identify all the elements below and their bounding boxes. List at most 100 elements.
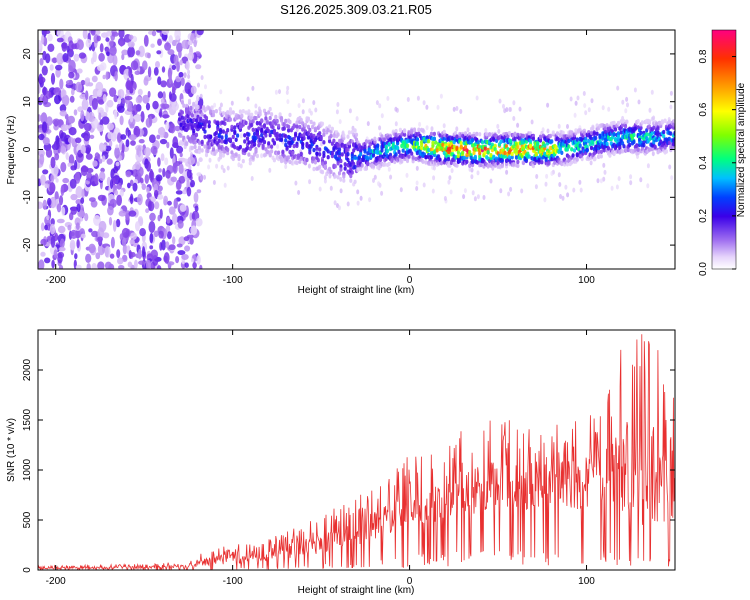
spectrogram-cell bbox=[584, 136, 588, 141]
spectrogram-cell bbox=[44, 224, 48, 231]
spectrogram-cell bbox=[165, 225, 171, 234]
spectrogram-cell bbox=[566, 124, 569, 129]
spectrogram-cell bbox=[394, 106, 398, 112]
spectrogram-cell bbox=[211, 147, 216, 153]
chart-title: S126.2025.309.03.21.R05 bbox=[280, 2, 432, 17]
spectrogram-cell bbox=[171, 39, 177, 47]
spectrogram-cell bbox=[58, 264, 64, 269]
spectrogram-cell bbox=[127, 261, 133, 268]
spectrogram-cell bbox=[97, 194, 106, 202]
spectrogram-cell bbox=[137, 193, 143, 206]
snr-y-tick-label: 1000 bbox=[22, 458, 33, 481]
spectrogram-cell bbox=[80, 233, 86, 239]
spectrogram-cell bbox=[250, 112, 254, 118]
spectrogram-cell bbox=[173, 162, 178, 169]
spectrogram-cell bbox=[516, 159, 520, 165]
spectrogram-cell bbox=[208, 157, 212, 163]
spectrogram-cell bbox=[258, 111, 262, 117]
spectrogram-cell bbox=[50, 72, 56, 85]
spectrogram-cell bbox=[233, 125, 237, 130]
spectrogram-cell bbox=[274, 89, 278, 95]
spectrogram-cell bbox=[299, 156, 303, 161]
spectrogram-cell bbox=[149, 232, 154, 244]
spectrogram-cell bbox=[130, 140, 136, 146]
spectrogram-cell bbox=[230, 124, 234, 130]
spectrogram-cell bbox=[198, 157, 203, 163]
spectrogram-cell bbox=[211, 112, 216, 118]
spectrogram-cell bbox=[348, 108, 352, 114]
spectrogram-cell bbox=[386, 96, 390, 101]
spectrogram-cell bbox=[76, 39, 84, 51]
spectrogram-cell bbox=[166, 141, 170, 149]
spectrogram-cell bbox=[44, 257, 51, 264]
spectrogram-cell bbox=[326, 127, 330, 133]
snr-y-tick-label: 1500 bbox=[22, 408, 33, 431]
spectrogram-cell bbox=[473, 196, 477, 202]
spectrogram-cell bbox=[589, 160, 593, 166]
spectrogram-cell bbox=[466, 127, 470, 133]
spectrogram-cell bbox=[62, 53, 69, 62]
spectrogram-cell bbox=[415, 186, 419, 191]
spectrogram-cell bbox=[204, 84, 207, 90]
spectrogram-cell bbox=[209, 134, 213, 140]
spectrogram-cell bbox=[254, 116, 258, 121]
spectrogram-cell bbox=[143, 77, 149, 86]
spectrogram-cell bbox=[559, 194, 562, 199]
spectrogram-cell bbox=[667, 119, 671, 124]
spectrogram-cell bbox=[333, 174, 337, 179]
spectrogram-cell bbox=[626, 147, 630, 153]
spectrogram-cells bbox=[38, 30, 675, 269]
spectrogram-cell bbox=[68, 59, 76, 72]
spectrogram-cell bbox=[478, 154, 482, 159]
spectrogram-cell bbox=[312, 147, 316, 153]
spectrogram-cell bbox=[337, 147, 342, 152]
spectrogram-cell bbox=[421, 128, 425, 133]
spectrogram-cell bbox=[112, 219, 117, 232]
spectrogram-cell bbox=[196, 104, 200, 110]
spectrogram-cell bbox=[607, 106, 611, 112]
spectrogram-cell bbox=[42, 50, 47, 61]
spectrogram-cell bbox=[171, 64, 177, 71]
spectrogram-cell bbox=[268, 115, 272, 121]
spectrogram-cell bbox=[254, 110, 258, 115]
spectrogram-cell bbox=[85, 153, 93, 160]
spectrogram-cell bbox=[50, 173, 55, 183]
spectrogram-cell bbox=[102, 94, 107, 103]
spectrogram-cell bbox=[503, 150, 507, 156]
spectrogram-cell bbox=[509, 139, 513, 144]
spectrogram-cell bbox=[161, 239, 166, 251]
spectrogram-cell bbox=[244, 120, 248, 126]
spectrogram-cell bbox=[642, 139, 646, 145]
spectrogram-cell bbox=[322, 153, 326, 158]
spectrogram-cell bbox=[343, 166, 347, 171]
spectrogram-cell bbox=[86, 263, 91, 269]
spectrogram-cell bbox=[55, 178, 59, 183]
spectrogram-cell bbox=[496, 123, 500, 129]
spectrogram-cell bbox=[357, 155, 361, 160]
spectrogram-cell bbox=[534, 152, 538, 157]
spectrogram-cell bbox=[49, 64, 54, 71]
spectrogram-cell bbox=[116, 182, 122, 190]
spectrogram-cell bbox=[322, 132, 326, 137]
spectrogram-cell bbox=[125, 80, 133, 91]
spectrogram-cell bbox=[267, 110, 271, 115]
snr-x-tick-label: 0 bbox=[407, 576, 413, 587]
spectrogram-cell bbox=[240, 113, 244, 118]
spectrogram-cell bbox=[575, 137, 579, 142]
spectrogram-cell bbox=[93, 215, 101, 226]
spectrogram-cell bbox=[509, 186, 513, 192]
spectrogram-cell bbox=[576, 95, 580, 101]
spectrogram-cell bbox=[112, 54, 118, 66]
spectrogram-cell bbox=[551, 130, 555, 135]
spectrogram-cell bbox=[368, 197, 372, 203]
spectrogram-cell bbox=[309, 119, 313, 125]
spectrogram-cell bbox=[118, 89, 125, 99]
spectrogram-cell bbox=[70, 206, 78, 215]
spectrogram-cell bbox=[176, 243, 183, 248]
spectrogram-cell bbox=[200, 148, 204, 153]
spectrogram-cell bbox=[200, 175, 203, 181]
spectrogram-cell bbox=[85, 253, 92, 263]
spectrogram-cell bbox=[49, 196, 57, 209]
spectrogram-cell bbox=[142, 246, 146, 258]
spectrogram-cell bbox=[47, 43, 55, 52]
